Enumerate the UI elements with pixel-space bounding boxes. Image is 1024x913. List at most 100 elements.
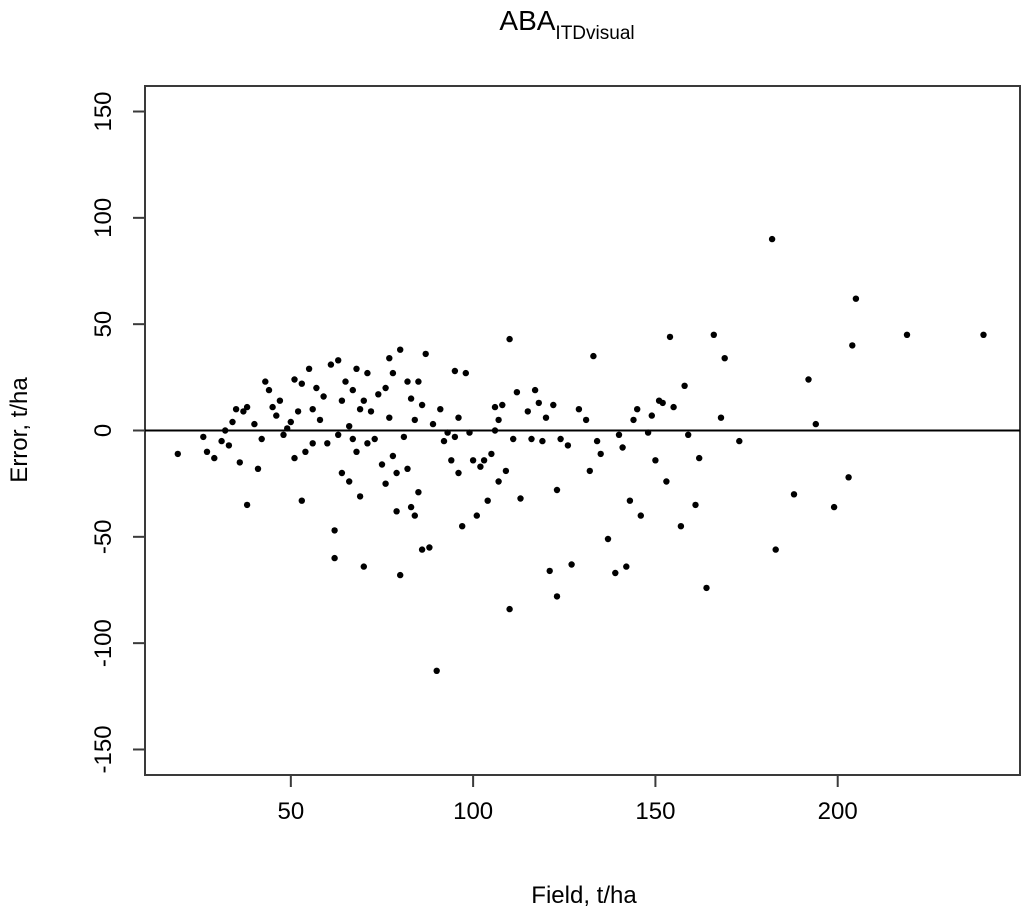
data-point [790,491,798,498]
data-point [477,463,484,470]
data-point [659,399,666,407]
data-point [619,444,626,451]
data-point [404,378,411,385]
data-point [298,497,305,504]
data-point [488,450,495,458]
data-point [535,399,542,407]
data-point [353,448,360,455]
data-point [294,408,302,415]
data-point [568,561,575,568]
data-point [630,416,637,424]
data-point [415,378,422,385]
data-point [433,667,440,674]
data-point [236,459,243,466]
data-point [524,408,531,415]
data-point [455,469,462,477]
data-point [451,433,459,441]
data-point [280,431,287,438]
data-point [291,454,298,462]
data-point [331,527,338,534]
y-axis: -150 -100 -50 0 50 100 150 [90,91,145,774]
data-point [491,427,499,434]
data-point [389,452,397,460]
y-tick-label: -100 [90,619,117,667]
data-point [360,563,367,570]
data-point [444,429,451,436]
x-axis-title: Field, t/ha [531,882,637,909]
data-point [309,440,316,447]
data-point [626,497,634,504]
chart-title-subscript: ITDvisual [555,23,634,44]
data-point [346,478,353,485]
data-point [258,435,265,443]
data-point [513,389,521,396]
data-point [371,435,378,443]
y-tick-label: -150 [90,725,117,773]
data-point [593,437,601,445]
data-point [393,469,400,477]
data-point [407,503,415,511]
data-point [768,235,776,243]
data-point [426,544,433,551]
data-point [364,440,371,447]
chart-title: ABAITDvisual [499,5,634,44]
data-point [553,593,561,600]
data-point [528,435,535,443]
x-tick-label: 50 [277,798,304,825]
data-point [393,508,400,515]
data-point [284,425,291,432]
data-point [612,569,619,577]
data-point [364,369,371,377]
data-point [546,567,553,575]
data-point [400,433,408,441]
data-point [200,433,207,441]
data-point [703,584,710,592]
data-point [349,386,356,394]
data-point [542,414,550,421]
x-tick-label: 200 [818,798,858,825]
data-point [240,408,247,415]
data-point [670,403,677,411]
data-point [382,384,389,392]
y-tick-label: 50 [90,311,117,338]
data-point [298,380,305,387]
data-point [812,420,819,428]
data-point [251,420,258,428]
data-point [218,437,225,445]
data-point [243,403,251,411]
data-point [491,403,499,411]
data-point [349,435,356,443]
data-point [174,450,181,458]
data-point [517,495,524,502]
data-point [320,393,327,400]
chart-title-main: ABA [499,5,555,36]
data-point [386,355,393,362]
data-point [353,365,360,372]
data-point [211,454,218,462]
data-point [375,391,382,398]
data-point [495,416,502,424]
data-point [418,401,426,409]
data-point [309,406,316,413]
data-point [386,414,393,421]
data-point [265,386,273,394]
data-point [389,369,397,377]
data-point [506,605,513,613]
data-point [404,465,411,472]
data-point [531,386,539,394]
data-point [232,406,240,413]
x-axis: 50 100 150 200 [277,775,858,825]
data-point [652,457,659,464]
data-point [331,554,338,562]
data-point [849,342,856,349]
data-point [262,378,269,385]
data-point [342,378,349,385]
data-point [455,414,462,421]
data-point [356,493,364,500]
x-tick-label: 100 [453,798,493,825]
data-point [382,480,389,487]
data-point [564,442,572,449]
data-point [637,512,644,519]
data-point [459,523,466,530]
data-point [273,412,280,419]
